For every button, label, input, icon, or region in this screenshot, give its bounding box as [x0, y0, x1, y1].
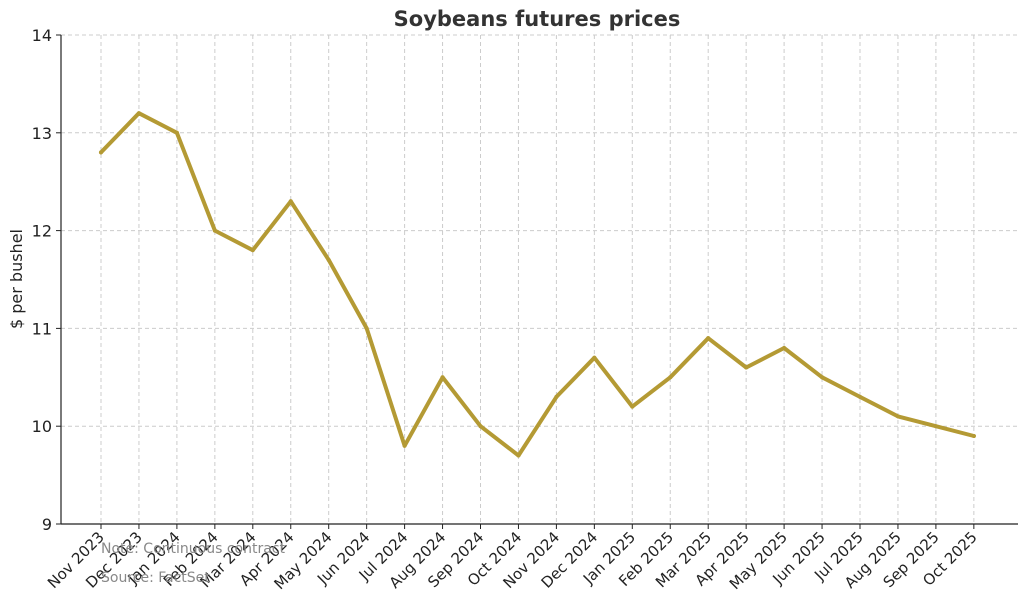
note-text: Note: Continuous contract [101, 541, 285, 557]
data-point [668, 375, 673, 380]
source-text: Source: FactSet [101, 570, 210, 586]
series [99, 111, 976, 458]
y-tick-label: 14 [32, 26, 52, 45]
data-point [933, 424, 938, 429]
data-point [174, 130, 179, 135]
data-point [971, 433, 976, 438]
y-tick-label: 12 [32, 222, 52, 241]
y-tick-label: 9 [42, 515, 52, 534]
data-point [895, 414, 900, 419]
data-point [212, 228, 217, 233]
data-point [744, 365, 749, 370]
data-point [440, 375, 445, 380]
y-tick-label: 13 [32, 124, 52, 143]
y-ticks: 9 10 11 12 13 14 [32, 26, 61, 534]
y-tick-label: 11 [32, 319, 52, 338]
data-point [288, 199, 293, 204]
data-point [554, 394, 559, 399]
data-point [99, 150, 103, 155]
axes [60, 35, 1018, 525]
chart-title: Soybeans futures prices [394, 7, 681, 31]
data-point [516, 453, 521, 458]
data-point [136, 111, 141, 116]
data-point [706, 336, 711, 341]
data-point [592, 355, 597, 360]
grid [61, 34, 1018, 524]
data-point [364, 326, 369, 331]
data-point [630, 404, 635, 409]
data-point [782, 345, 787, 350]
data-point [326, 257, 331, 262]
data-point [250, 248, 255, 253]
data-point [858, 394, 862, 399]
data-point [402, 443, 407, 448]
y-axis-label: $ per bushel [7, 229, 26, 329]
data-point [820, 375, 825, 380]
y-tick-label: 10 [32, 417, 52, 436]
series-line [99, 111, 976, 458]
data-point [478, 424, 483, 429]
